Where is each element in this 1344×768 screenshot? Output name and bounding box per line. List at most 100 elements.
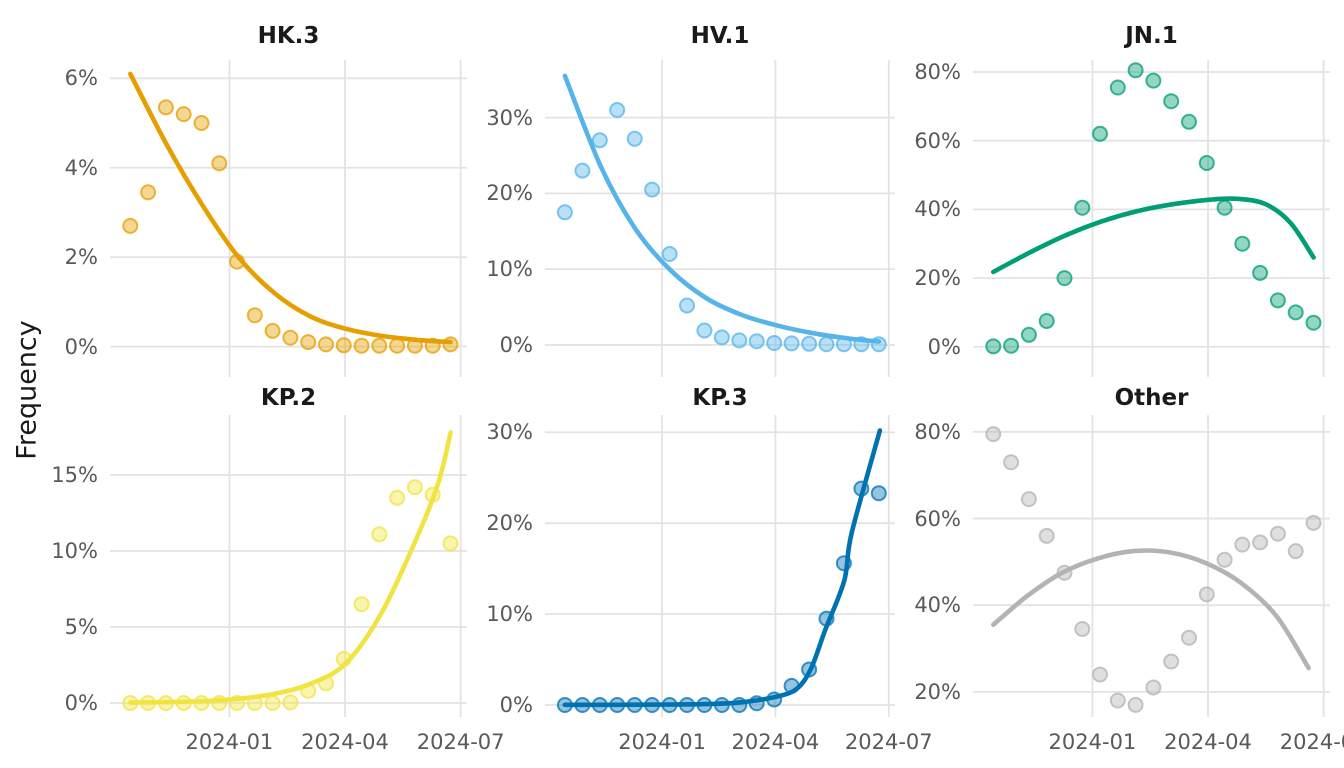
data-point: [1252, 264, 1269, 281]
data-point: [818, 610, 835, 627]
data-point: [766, 335, 783, 351]
data-point: [870, 485, 887, 502]
y-tick-label: 30%: [486, 420, 533, 445]
x-tick-label: 2024-07: [1279, 730, 1344, 754]
data-point: [661, 246, 678, 262]
data-point: [122, 695, 139, 711]
data-point: [985, 338, 1002, 355]
facet-panel-HV.1: [545, 60, 895, 377]
data-point: [1038, 313, 1055, 329]
data-point: [1181, 629, 1197, 646]
data-point: [644, 697, 661, 713]
y-tick-label: 0%: [927, 334, 961, 359]
x-tick-label: 2024-01: [1048, 730, 1137, 754]
data-point: [853, 480, 870, 497]
facet-panel-KP.3: [545, 415, 895, 717]
facet-panel-HK.3: [110, 60, 467, 377]
data-point: [264, 695, 281, 711]
data-point: [175, 106, 192, 123]
facet-title-other: Other: [1114, 385, 1189, 411]
data-point: [229, 253, 245, 270]
data-point: [609, 102, 626, 118]
data-point: [264, 322, 281, 339]
data-point: [1038, 527, 1055, 544]
data-point: [353, 596, 370, 613]
y-tick-label: 0%: [499, 332, 533, 357]
data-point: [783, 677, 800, 694]
y-tick-label: 80%: [914, 419, 961, 444]
data-point: [626, 130, 643, 147]
data-point: [1163, 653, 1180, 670]
data-point: [1234, 536, 1251, 553]
data-point: [835, 555, 852, 572]
y-tick-label: 6%: [64, 66, 98, 91]
data-point: [246, 695, 263, 711]
y-tick-label: 40%: [914, 197, 961, 222]
data-point: [1020, 326, 1037, 343]
data-point: [140, 184, 157, 201]
data-point: [1145, 72, 1162, 89]
data-point: [644, 181, 661, 198]
data-point: [1198, 155, 1215, 171]
data-point: [626, 697, 643, 713]
x-tick-label: 2024-01: [618, 730, 706, 754]
trend-line-HV.1: [562, 73, 882, 344]
data-point: [609, 697, 626, 713]
data-point: [424, 337, 441, 354]
y-tick-label: 20%: [486, 181, 533, 206]
trend-line-JN.1: [991, 196, 1316, 275]
y-tick-label: 40%: [914, 593, 961, 618]
data-point: [1074, 199, 1091, 216]
data-point: [140, 695, 157, 711]
data-point: [835, 336, 852, 353]
data-point: [1305, 314, 1322, 331]
data-point: [1198, 586, 1215, 603]
data-point: [591, 697, 608, 713]
x-tick-label: 2024-04: [731, 730, 820, 754]
data-point: [731, 697, 748, 713]
data-point: [1109, 79, 1126, 96]
trend-line-KP.3: [562, 428, 883, 708]
data-point: [1145, 679, 1162, 696]
y-tick-label: 0%: [499, 693, 533, 717]
data-point: [766, 691, 783, 708]
facet-title-kp2: KP.2: [260, 385, 317, 411]
data-point: [748, 333, 765, 350]
data-point: [1216, 199, 1233, 216]
data-point: [1234, 235, 1251, 252]
facet-title-jn1: JN.1: [1125, 23, 1178, 49]
data-point: [1003, 337, 1020, 354]
facet-title-hk3: HK.3: [257, 23, 320, 49]
data-point: [985, 426, 1002, 443]
y-tick-label: 5%: [64, 615, 98, 640]
data-point: [783, 335, 800, 352]
y-tick-label: 60%: [914, 506, 961, 531]
y-tick-label: 60%: [914, 128, 961, 153]
data-point: [122, 217, 139, 234]
data-point: [1092, 666, 1108, 683]
data-point: [713, 329, 730, 346]
y-tick-label: 0%: [64, 691, 98, 716]
data-point: [371, 526, 388, 543]
data-point: [801, 661, 818, 678]
data-point: [574, 162, 591, 179]
data-point: [157, 99, 174, 116]
data-point: [748, 695, 765, 712]
data-point: [157, 695, 174, 711]
y-tick-label: 15%: [51, 463, 98, 488]
y-tick-label: 20%: [486, 511, 533, 536]
data-point: [318, 675, 334, 692]
data-point: [371, 337, 388, 354]
facet-title-kp3: KP.3: [692, 385, 748, 411]
trend-line-Other: [991, 548, 1311, 671]
data-point: [696, 322, 713, 339]
data-point: [661, 697, 678, 713]
y-tick-label: 20%: [914, 679, 961, 704]
data-point: [713, 697, 730, 713]
y-tick-label: 4%: [64, 155, 98, 180]
data-point: [679, 697, 695, 713]
facet-title-hv1: HV.1: [690, 23, 750, 49]
data-point: [406, 337, 423, 354]
data-point: [335, 337, 352, 354]
